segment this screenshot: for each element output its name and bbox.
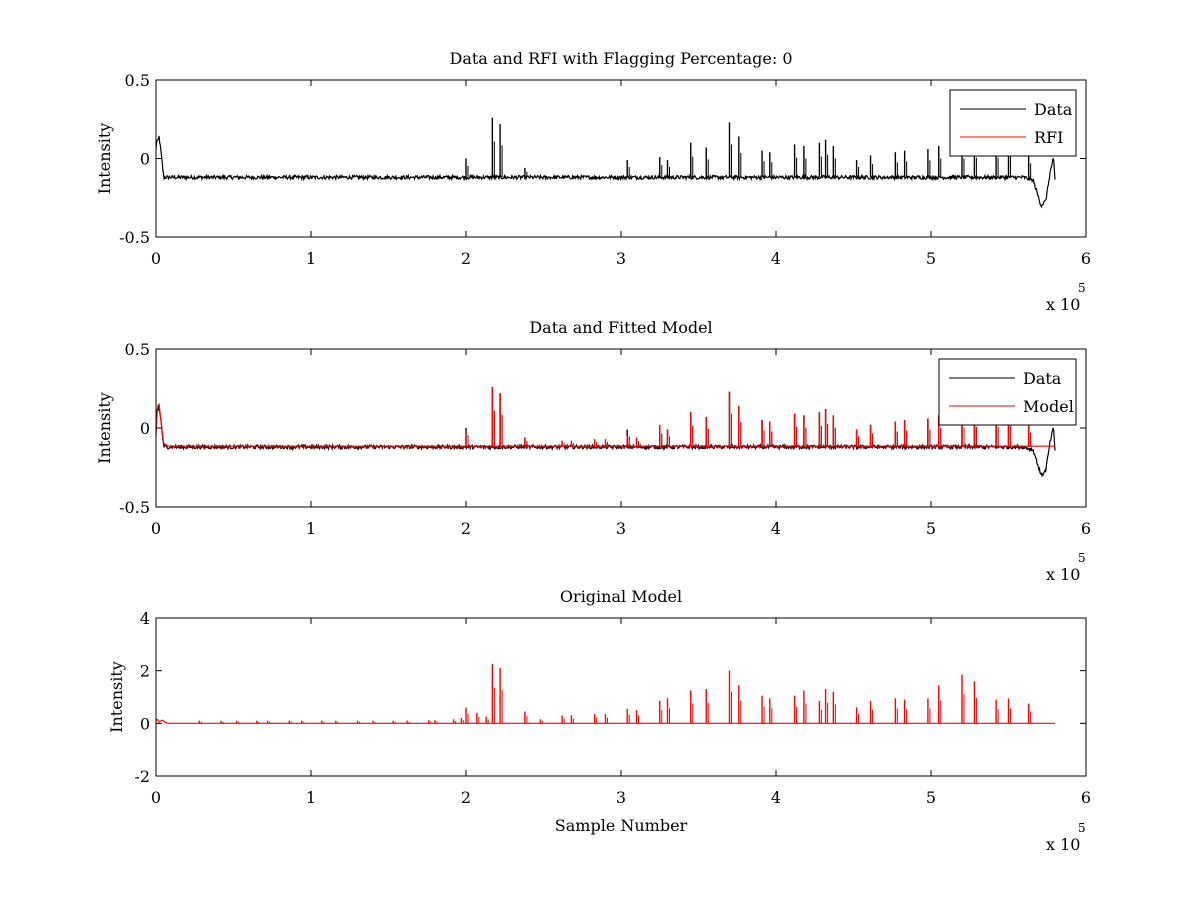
series-layer xyxy=(156,117,1056,209)
x-exponent-power: 5 xyxy=(1078,821,1086,835)
x-exponent-label: x 10 xyxy=(1046,565,1080,584)
x-exponent-power: 5 xyxy=(1078,281,1086,295)
x-tick-label: 0 xyxy=(151,519,161,538)
x-tick-label: 6 xyxy=(1081,519,1091,538)
x-tick-label: 4 xyxy=(771,249,781,268)
x-tick-label: 5 xyxy=(926,788,936,807)
series-line-model xyxy=(156,402,1055,447)
x-tick-label: 0 xyxy=(151,249,161,268)
x-tick-label: 0 xyxy=(151,788,161,807)
legend: Data RFI xyxy=(949,89,1077,157)
y-axis-label: Intensity xyxy=(95,123,114,195)
y-axis-label: Intensity xyxy=(107,661,126,733)
x-tick-label: 1 xyxy=(306,249,316,268)
panel-title: Data and Fitted Model xyxy=(529,318,712,337)
x-exponent-label: x 10 xyxy=(1046,295,1080,314)
x-tick-label: 3 xyxy=(616,249,626,268)
series-line-data xyxy=(156,135,1056,209)
y-tick-label: 0.5 xyxy=(125,340,150,359)
x-ticks: 0 1 2 3 4 5 6 xyxy=(151,80,1091,268)
x-ticks: 0 1 2 3 4 5 6 xyxy=(151,349,1091,538)
x-tick-label: 2 xyxy=(461,788,471,807)
legend-box xyxy=(938,358,1077,426)
x-tick-label: 2 xyxy=(461,249,471,268)
x-exponent-label: x 10 xyxy=(1046,835,1080,854)
x-axis-label: Sample Number xyxy=(555,816,688,835)
y-tick-label: 4 xyxy=(140,609,150,628)
legend-label-rfi: RFI xyxy=(1034,128,1063,147)
plot-area xyxy=(156,117,1056,209)
x-tick-label: 6 xyxy=(1081,249,1091,268)
y-ticks: -2 0 2 4 xyxy=(134,609,1086,786)
x-ticks: 0 1 2 3 4 5 6 xyxy=(151,618,1091,807)
y-tick-label: -2 xyxy=(134,767,150,786)
x-tick-label: 3 xyxy=(616,519,626,538)
x-tick-label: 5 xyxy=(926,249,936,268)
y-tick-label: 2 xyxy=(140,662,150,681)
x-tick-label: 4 xyxy=(771,788,781,807)
legend-label-data: Data xyxy=(1023,369,1062,388)
panel-title: Original Model xyxy=(560,587,682,606)
legend-box xyxy=(949,89,1077,157)
y-tick-label: 0 xyxy=(140,150,150,169)
y-axis-label: Intensity xyxy=(95,392,114,464)
y-ticks: -0.5 0 0.5 xyxy=(119,340,1086,517)
x-tick-label: 3 xyxy=(616,788,626,807)
x-tick-label: 6 xyxy=(1081,788,1091,807)
y-tick-label: -0.5 xyxy=(119,228,150,247)
y-tick-label: 0.5 xyxy=(125,71,150,90)
x-tick-label: 1 xyxy=(306,519,316,538)
y-tick-label: -0.5 xyxy=(119,498,150,517)
x-tick-label: 5 xyxy=(926,519,936,538)
series-layer xyxy=(156,664,1055,724)
x-tick-label: 1 xyxy=(306,788,316,807)
legend-label-data: Data xyxy=(1034,100,1073,119)
series-layer xyxy=(156,386,1056,478)
panel-title: Data and RFI with Flagging Percentage: 0 xyxy=(449,49,792,68)
y-ticks: -0.5 0 0.5 xyxy=(119,71,1086,247)
legend: Data Model xyxy=(938,358,1077,426)
y-tick-label: 0 xyxy=(140,714,150,733)
legend-label-model: Model xyxy=(1023,397,1074,416)
panel-data-and-rfi: Data and RFI with Flagging Percentage: 0… xyxy=(95,49,1091,314)
plot-area xyxy=(156,386,1056,478)
x-exponent-power: 5 xyxy=(1078,551,1086,565)
x-tick-label: 2 xyxy=(461,519,471,538)
x-tick-label: 4 xyxy=(771,519,781,538)
y-tick-label: 0 xyxy=(140,419,150,438)
plot-area xyxy=(156,664,1055,724)
